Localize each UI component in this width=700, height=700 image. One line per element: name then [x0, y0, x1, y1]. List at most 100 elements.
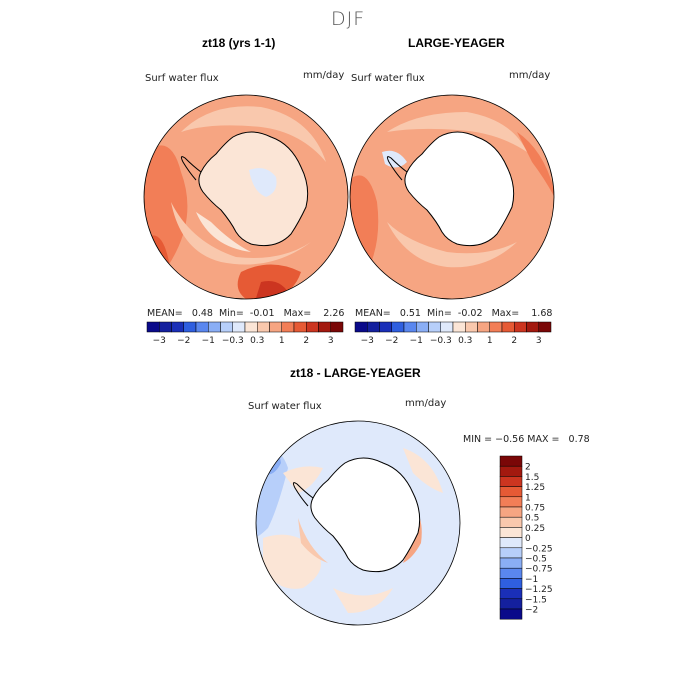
colorbar-box	[403, 321, 417, 333]
colorbar-panel2: −3 −2 −1 −0.3 0.3 1 2 3	[354, 321, 552, 346]
colorbar-level-label: 0	[525, 534, 531, 544]
colorbar-tick-label: 2	[511, 336, 517, 346]
colorbar-box	[379, 321, 392, 333]
map-zt18	[143, 94, 349, 300]
peninsula-outline	[292, 482, 314, 507]
colorbar-box	[499, 496, 523, 508]
panel1-stats: MEAN= 0.48 Min= -0.01 Max= 2.26	[147, 308, 344, 319]
mid-flux-region	[387, 222, 517, 268]
colorbar-box	[330, 321, 344, 333]
colorbar-box	[499, 465, 523, 477]
colorbar-level-label: −0.75	[525, 565, 553, 575]
mid-flux-region	[387, 112, 527, 152]
min-label: MIN =	[463, 434, 493, 445]
colorbar-tick-label: −3	[361, 336, 374, 346]
colorbar-box	[428, 321, 441, 333]
colorbar-tick-label: −3	[153, 336, 166, 346]
panel2-title: LARGE-YEAGER	[408, 36, 505, 50]
peninsula-outline	[386, 156, 408, 181]
colorbar-box	[452, 321, 466, 333]
panel2-units: mm/day	[509, 70, 551, 81]
colorbar-box	[146, 321, 160, 333]
colorbar-box	[501, 321, 515, 333]
colorbar-box	[526, 321, 539, 333]
colorbar-level-label: −1.25	[525, 585, 553, 595]
max-value: 1.68	[531, 308, 553, 319]
map-difference	[255, 420, 461, 626]
colorbar-tick-label: 0.3	[458, 336, 472, 346]
colorbar-box	[499, 455, 523, 467]
colorbar-tick-label: −2	[177, 336, 190, 346]
colorbar-box	[538, 321, 552, 333]
max-label: Max=	[283, 308, 312, 319]
colorbar-level-label: −1.5	[525, 595, 547, 605]
max-value: 0.78	[568, 434, 590, 445]
min-value: -0.02	[457, 308, 483, 319]
peninsula-outline	[180, 156, 202, 181]
colorbar-box	[499, 588, 523, 600]
max-label: Max=	[491, 308, 520, 319]
antarctica-outline	[404, 131, 515, 247]
antarctica-outline	[198, 131, 309, 247]
colorbar-level-label: 1.25	[525, 483, 545, 493]
mean-value: 0.51	[399, 308, 421, 319]
map-border	[255, 420, 461, 626]
panel3-units: mm/day	[405, 398, 447, 409]
colorbar-tick-label: 0.3	[250, 336, 264, 346]
colorbar-tick-label: −1	[202, 336, 215, 346]
colorbar-box	[499, 527, 523, 538]
colorbar-tick-label: 2	[303, 336, 309, 346]
colorbar-level-label: 0.75	[525, 504, 545, 514]
panel1-variable: Surf water flux	[145, 73, 219, 84]
high-flux-region	[517, 132, 554, 202]
colorbar-box	[499, 598, 523, 610]
min-value: −0.56	[495, 434, 525, 445]
min-value: -0.01	[249, 308, 275, 319]
colorbar-box	[318, 321, 331, 333]
colorbar-tick-label: 3	[536, 336, 542, 346]
colorbar-box	[499, 486, 523, 498]
colorbar-box	[220, 321, 233, 333]
colorbar-box	[367, 321, 380, 333]
map-border	[143, 94, 349, 300]
colorbar-box	[183, 321, 197, 333]
colorbar-box	[499, 476, 523, 487]
colorbar-box	[465, 321, 478, 333]
colorbar-box	[171, 321, 184, 333]
colorbar-tick-label: −0.3	[430, 336, 452, 346]
low-flux-region	[333, 588, 393, 613]
colorbar-tick-label: −0.3	[222, 336, 244, 346]
colorbar-box	[514, 321, 527, 333]
mid-flux-region	[181, 106, 326, 162]
colorbar-difference: 21.51.2510.750.50.250−0.25−0.5−0.75−1−1.…	[499, 455, 553, 620]
season-title: DJF	[331, 8, 366, 30]
panel2-stats: MEAN= 0.51 Min= -0.02 Max= 1.68	[355, 308, 552, 319]
colorbar-level-label: −1	[525, 575, 538, 585]
mean-label: MEAN=	[355, 308, 391, 319]
colorbar-box	[244, 321, 258, 333]
colorbar-box	[281, 321, 295, 333]
colorbar-box	[195, 321, 209, 333]
panel2-variable: Surf water flux	[351, 73, 425, 84]
colorbar-box	[232, 321, 246, 333]
colorbar-level-label: −2	[525, 606, 538, 616]
mid-flux-region	[298, 518, 328, 563]
colorbar-box	[499, 557, 523, 569]
colorbar-panel1: −3 −2 −1 −0.3 0.3 1 2 3	[146, 321, 344, 346]
low-flux-region	[403, 448, 443, 493]
map-border	[349, 94, 555, 300]
colorbar-box	[499, 537, 523, 549]
colorbar-tick-label: 1	[487, 336, 493, 346]
panel3-variable: Surf water flux	[248, 401, 322, 412]
colorbar-level-label: 2	[525, 463, 531, 473]
colorbar-box	[306, 321, 319, 333]
colorbar-box	[499, 567, 523, 579]
colorbar-tick-label: −2	[385, 336, 398, 346]
mid-flux-region	[171, 202, 311, 265]
colorbar-box	[489, 321, 503, 333]
colorbar-tick-label: −1	[410, 336, 423, 346]
colorbar-level-label: −0.5	[525, 555, 547, 565]
colorbar-tick-label: 3	[328, 336, 334, 346]
negative-flux-region	[382, 150, 407, 168]
antarctica-outline	[310, 457, 421, 573]
